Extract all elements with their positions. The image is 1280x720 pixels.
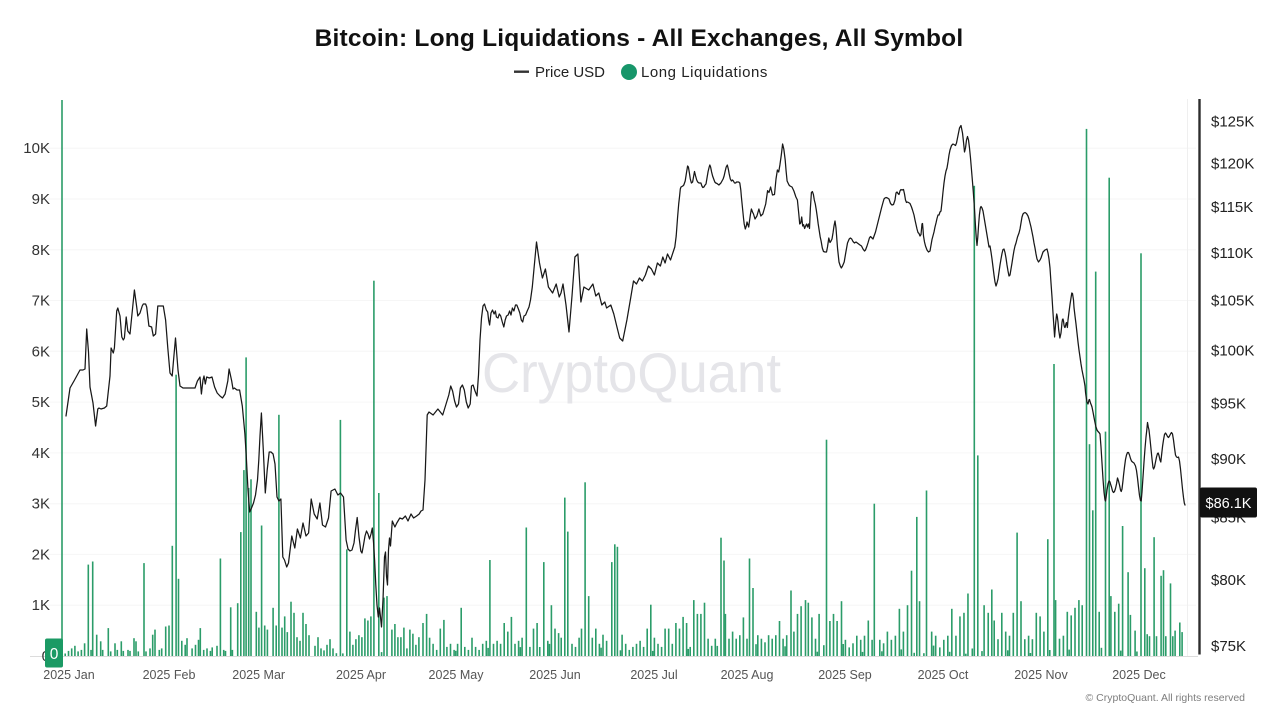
svg-text:4K: 4K xyxy=(32,445,50,462)
svg-text:2025 May: 2025 May xyxy=(429,668,485,682)
svg-text:$120K: $120K xyxy=(1211,156,1254,173)
svg-text:2025 Apr: 2025 Apr xyxy=(336,668,386,682)
svg-text:$100K: $100K xyxy=(1211,343,1254,360)
svg-text:5K: 5K xyxy=(32,394,50,411)
svg-text:2025 Oct: 2025 Oct xyxy=(918,668,969,682)
svg-text:9K: 9K xyxy=(32,191,50,208)
svg-text:Price USD: Price USD xyxy=(535,64,605,81)
svg-text:$90K: $90K xyxy=(1211,451,1246,468)
svg-text:1K: 1K xyxy=(32,597,50,614)
svg-text:2025 Aug: 2025 Aug xyxy=(721,668,774,682)
svg-text:2025 Mar: 2025 Mar xyxy=(232,668,285,682)
svg-text:CryptoQuant: CryptoQuant xyxy=(482,341,781,404)
svg-text:2025 Nov: 2025 Nov xyxy=(1014,668,1068,682)
svg-text:7K: 7K xyxy=(32,293,50,310)
svg-text:10K: 10K xyxy=(23,140,50,157)
svg-text:2025 Jan: 2025 Jan xyxy=(43,668,94,682)
svg-text:$105K: $105K xyxy=(1211,293,1254,310)
svg-text:$95K: $95K xyxy=(1211,395,1246,412)
svg-text:2025 Jul: 2025 Jul xyxy=(630,668,677,682)
svg-text:3K: 3K xyxy=(32,496,50,513)
svg-text:$86.1K: $86.1K xyxy=(1206,496,1252,512)
svg-text:2025 Jun: 2025 Jun xyxy=(529,668,580,682)
svg-text:$115K: $115K xyxy=(1211,199,1253,216)
svg-text:© CryptoQuant. All rights rese: © CryptoQuant. All rights reserved xyxy=(1086,692,1246,704)
svg-text:Bitcoin: Long Liquidations - A: Bitcoin: Long Liquidations - All Exchang… xyxy=(315,25,964,52)
svg-text:$80K: $80K xyxy=(1211,572,1246,589)
svg-text:8K: 8K xyxy=(32,242,50,259)
svg-text:0: 0 xyxy=(50,646,59,663)
svg-text:6K: 6K xyxy=(32,343,50,360)
svg-text:2025 Sep: 2025 Sep xyxy=(818,668,872,682)
svg-text:2K: 2K xyxy=(32,546,50,563)
svg-text:$125K: $125K xyxy=(1211,114,1254,131)
svg-text:Long Liquidations: Long Liquidations xyxy=(641,64,768,81)
svg-text:$75K: $75K xyxy=(1211,638,1246,655)
svg-text:$110K: $110K xyxy=(1211,245,1253,262)
svg-text:2025 Feb: 2025 Feb xyxy=(143,668,196,682)
svg-text:2025 Dec: 2025 Dec xyxy=(1112,668,1166,682)
